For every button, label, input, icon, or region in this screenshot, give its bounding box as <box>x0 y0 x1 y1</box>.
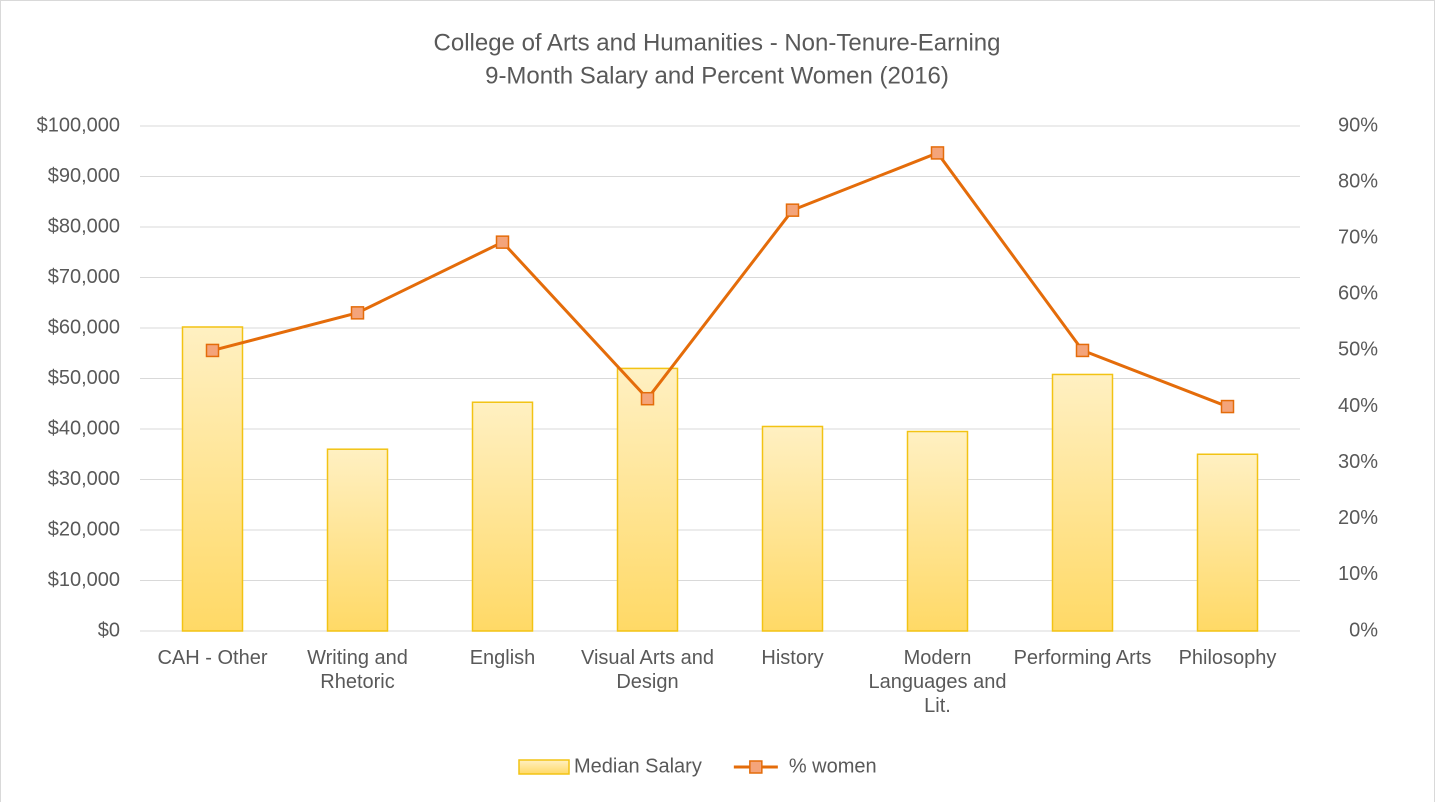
legend-marker <box>749 760 763 774</box>
x-tick-label: History <box>761 647 824 669</box>
y-tick-label: $100,000 <box>37 114 120 136</box>
y-tick-label: $90,000 <box>48 165 120 187</box>
y-tick-label: $50,000 <box>48 367 120 389</box>
bar <box>761 425 824 632</box>
bar <box>616 367 679 632</box>
y2-tick-label: 50% <box>1338 339 1378 361</box>
marker <box>495 235 510 249</box>
x-tick-label: Philosophy <box>1178 647 1277 669</box>
x-tick-label: Performing Arts <box>1013 647 1152 669</box>
x-tick-label: Writing and Rhetoric <box>307 647 408 693</box>
bar <box>906 430 969 632</box>
y2-tick-label: 70% <box>1338 227 1378 249</box>
marker <box>1075 343 1090 358</box>
legend-label: % women <box>789 755 877 777</box>
bar <box>326 448 389 632</box>
chart-title: College of Arts and Humanities - Non-Ten… <box>434 29 1001 56</box>
y-tick-label: $80,000 <box>48 215 120 237</box>
marker <box>1220 399 1235 414</box>
y2-tick-label: 40% <box>1338 395 1378 417</box>
bar <box>1051 373 1114 632</box>
marker <box>785 203 800 217</box>
bar <box>181 326 244 632</box>
line <box>212 151 1229 408</box>
y2-tick-label: 0% <box>1349 619 1378 641</box>
x-tick-label: Modern Languages and Lit. <box>868 647 1007 717</box>
y-tick-label: $10,000 <box>48 569 120 591</box>
y2-tick-label: 30% <box>1338 451 1378 473</box>
y2-tick-label: 90% <box>1338 114 1378 136</box>
y2-tick-label: 10% <box>1338 563 1378 585</box>
legend-label: Median Salary <box>574 755 702 777</box>
y2-tick-label: 60% <box>1338 283 1378 305</box>
bar <box>471 401 534 632</box>
chart-title: 9-Month Salary and Percent Women (2016) <box>485 62 949 89</box>
y-tick-label: $40,000 <box>48 417 120 439</box>
y2-tick-label: 80% <box>1338 170 1378 192</box>
marker <box>640 391 655 406</box>
x-tick-label: Visual Arts and Design <box>580 647 715 693</box>
marker <box>930 146 945 160</box>
x-tick-label: English <box>469 647 536 669</box>
marker <box>205 343 220 358</box>
marker <box>350 306 365 320</box>
y-tick-label: $20,000 <box>48 518 120 540</box>
y2-tick-label: 20% <box>1338 507 1378 529</box>
y-tick-label: $60,000 <box>48 316 120 338</box>
y-tick-label: $30,000 <box>48 468 120 490</box>
y-tick-label: $70,000 <box>48 266 120 288</box>
legend-swatch <box>518 759 570 775</box>
x-tick-label: CAH - Other <box>157 647 268 669</box>
y-tick-label: $0 <box>98 619 120 641</box>
bar <box>1196 453 1259 632</box>
